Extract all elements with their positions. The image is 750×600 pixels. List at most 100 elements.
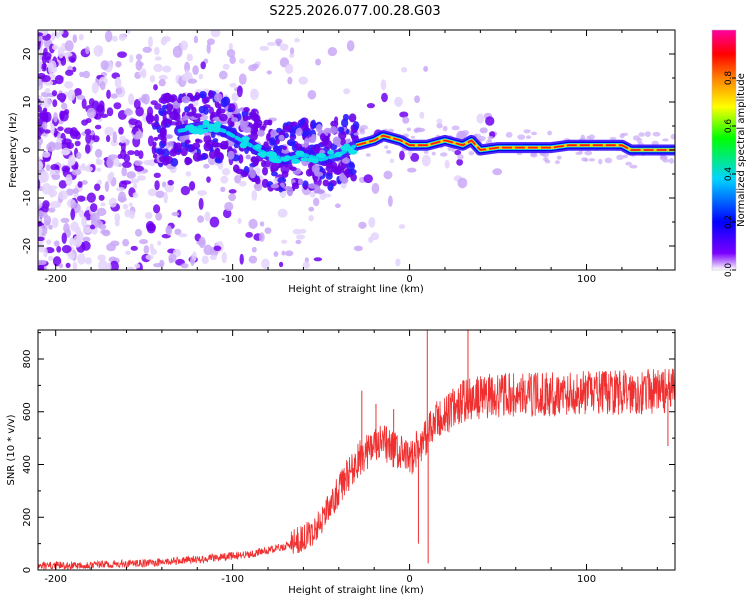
spectral-blob (47, 207, 56, 213)
spectral-blob (77, 195, 86, 202)
spectral-blob (413, 128, 420, 132)
spectral-blob (52, 44, 59, 51)
spectral-blob (251, 190, 258, 201)
y-tick-label: -20 (22, 238, 33, 254)
spectral-blob (189, 146, 195, 152)
spectral-blob (457, 133, 463, 140)
spectral-blob (431, 151, 436, 156)
spectral-blob (67, 154, 76, 166)
spectral-blob (160, 127, 167, 136)
spectral-blob (98, 100, 105, 111)
spectral-blob (584, 150, 593, 156)
spectral-blob (517, 134, 526, 140)
spectral-blob (134, 263, 141, 269)
spectral-blob (188, 103, 194, 110)
spectral-blob (619, 133, 625, 139)
spectral-blob (259, 45, 270, 51)
spectral-blob (190, 259, 195, 264)
colorbar-label: Normalized spectral amplitude (736, 73, 747, 227)
spectral-blob (86, 192, 96, 203)
spectral-blob (143, 244, 150, 255)
spectral-blob (50, 123, 55, 135)
spectral-blob (61, 138, 72, 145)
spectral-blob (38, 105, 42, 113)
spectral-blob (632, 135, 640, 141)
spectral-blob (271, 171, 278, 177)
spectral-blob (46, 239, 52, 245)
spectral-blob (67, 251, 76, 260)
spectral-blob (38, 226, 43, 236)
spectral-blob (204, 211, 211, 222)
spectral-blob (50, 60, 57, 73)
spectral-blob (145, 220, 155, 231)
spectral-blob (185, 171, 192, 177)
spectral-blob (436, 118, 443, 124)
spectral-blob (64, 81, 74, 89)
ridge-band-red (356, 134, 675, 151)
spectral-blob (182, 115, 188, 121)
spectral-blob (325, 172, 333, 180)
snr-frame (37, 329, 676, 571)
spectral-blob (54, 74, 64, 85)
spectral-blob (38, 199, 42, 206)
spectral-blob (81, 216, 87, 228)
spectral-blob (60, 217, 70, 223)
spectral-blob (234, 174, 242, 184)
spectral-blob (330, 120, 339, 128)
spectral-blob (598, 158, 603, 165)
spectral-blob (371, 182, 380, 194)
spectral-blob (410, 135, 416, 139)
spectral-blob (217, 108, 226, 114)
snr-panel: -200 -100 0 100 0 200 400 600 800 Height of str… (6, 329, 676, 596)
spectral-blob (38, 127, 43, 138)
spectral-blob (164, 183, 174, 193)
spectral-blob (63, 127, 74, 134)
spectral-blob (278, 261, 284, 268)
spectral-blob (148, 36, 153, 48)
spectral-blob (662, 138, 669, 142)
spectral-blob (363, 174, 373, 184)
spectral-blob (239, 253, 244, 265)
spectral-blob (38, 135, 42, 140)
spectral-blob (81, 240, 91, 251)
spectral-blob (57, 46, 65, 59)
y-tick-label: 20 (22, 48, 33, 61)
spectral-blob (670, 133, 675, 140)
spectral-blob (383, 170, 393, 180)
ridge-blob (190, 127, 200, 135)
spectral-blob (38, 178, 41, 190)
spectral-blob (135, 53, 143, 61)
spectral-blob (106, 243, 116, 252)
spectral-blob (168, 253, 177, 263)
spectral-blob (206, 38, 215, 45)
spectral-blob (327, 182, 334, 192)
spectral-blob (92, 135, 100, 143)
colorbar-ticks: 0.0 0.2 0.4 0.6 0.8 (724, 71, 736, 277)
spectral-blob (137, 175, 146, 181)
ridge-blob (239, 142, 248, 149)
spectral-blob (127, 150, 135, 156)
spectrogram-x-axis-label: Height of straight line (km) (288, 284, 424, 295)
spectral-blob (278, 134, 285, 141)
spectral-blob (109, 260, 119, 270)
spectral-blob (157, 240, 162, 246)
spectral-blob (365, 153, 371, 157)
spectral-blob (214, 147, 221, 155)
spectral-blob (240, 121, 247, 132)
spectral-blob (41, 183, 52, 195)
spectral-blob (193, 113, 202, 118)
spectral-blob (261, 160, 267, 168)
spectral-blob (206, 176, 211, 183)
spectral-blob (152, 153, 158, 159)
spectral-blob (282, 124, 292, 133)
spectral-blob (99, 81, 106, 91)
spectral-blob (91, 81, 99, 94)
spectral-blob (167, 179, 174, 186)
spectral-blob (468, 151, 475, 156)
spectral-blob (58, 30, 64, 35)
spectral-blob (336, 168, 341, 175)
spectral-blob (123, 153, 131, 163)
spectral-blob (389, 158, 395, 164)
spectral-blob (138, 150, 144, 159)
